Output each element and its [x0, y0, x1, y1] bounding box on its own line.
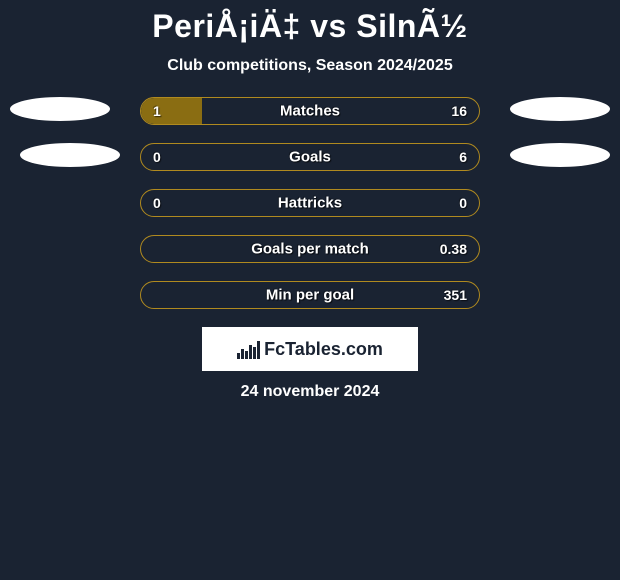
page-subtitle: Club competitions, Season 2024/2025	[0, 57, 620, 75]
player-left-badge-1	[10, 97, 110, 121]
logo-box[interactable]: FcTables.com	[202, 327, 418, 371]
logo-inner: FcTables.com	[237, 339, 383, 360]
stat-label: Matches	[280, 103, 340, 120]
stat-value-right: 16	[451, 103, 467, 119]
stat-row: Goals per match 0.38	[140, 235, 480, 263]
stat-value-right: 0	[459, 195, 467, 211]
comparison-widget: PeriÅ¡iÄ‡ vs SilnÃ½ Club competitions, S…	[0, 0, 620, 401]
date-label: 24 november 2024	[0, 383, 620, 401]
stat-value-left: 0	[153, 149, 161, 165]
page-title: PeriÅ¡iÄ‡ vs SilnÃ½	[0, 8, 620, 45]
stat-row: Min per goal 351	[140, 281, 480, 309]
stat-label: Min per goal	[266, 287, 354, 304]
stat-value-right: 0.38	[440, 241, 467, 257]
stat-value-left: 1	[153, 103, 161, 119]
chart-icon	[237, 339, 260, 359]
logo-text: FcTables.com	[264, 339, 383, 360]
stat-value-left: 0	[153, 195, 161, 211]
stat-fill-left	[141, 98, 202, 124]
stat-label: Goals per match	[251, 241, 369, 258]
stat-label: Hattricks	[278, 195, 342, 212]
player-left-badge-2	[20, 143, 120, 167]
stat-value-right: 351	[444, 287, 467, 303]
stat-row: 0 Goals 6	[140, 143, 480, 171]
stat-label: Goals	[289, 149, 331, 166]
player-right-badge-1	[510, 97, 610, 121]
player-right-badge-2	[510, 143, 610, 167]
stat-row: 1 Matches 16	[140, 97, 480, 125]
stat-value-right: 6	[459, 149, 467, 165]
stats-area: 1 Matches 16 0 Goals 6 0 Hattricks 0 Goals per ma…	[0, 97, 620, 309]
stat-row: 0 Hattricks 0	[140, 189, 480, 217]
